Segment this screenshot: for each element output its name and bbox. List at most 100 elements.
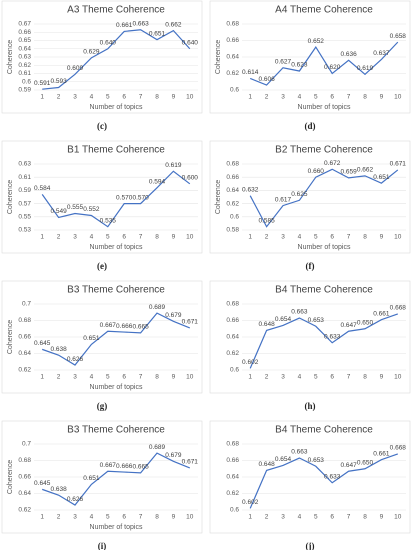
caption: (j) — [306, 541, 315, 550]
x-tick-label: 10 — [394, 94, 402, 101]
data-label: 0.645 — [34, 340, 51, 347]
data-label: 0.661 — [116, 22, 133, 29]
x-tick-label: 4 — [298, 514, 302, 521]
x-tick-label: 1 — [248, 514, 252, 521]
y-tick-label: 0.59 — [18, 87, 31, 94]
x-tick-label: 6 — [122, 374, 126, 381]
x-tick-label: 9 — [172, 514, 176, 521]
data-label: 0.651 — [149, 30, 166, 37]
x-tick-label: 7 — [139, 514, 143, 521]
x-tick-label: 1 — [40, 94, 44, 101]
data-label: 0.672 — [324, 160, 341, 167]
y-tick-label: 0.68 — [226, 161, 239, 168]
y-tick-label: 0.66 — [226, 174, 239, 181]
data-label: 0.665 — [132, 464, 149, 471]
x-tick-label: 6 — [330, 514, 334, 521]
data-label: 0.650 — [357, 459, 374, 466]
x-tick-label: 5 — [106, 94, 110, 101]
y-tick-label: 0.67 — [18, 21, 31, 28]
chart-title: B1 Theme Coherence — [67, 145, 165, 156]
y-tick-label: 0.63 — [18, 161, 31, 168]
x-tick-label: 5 — [106, 374, 110, 381]
data-label: 0.625 — [291, 191, 308, 198]
caption: (f) — [306, 261, 315, 271]
data-label: 0.662 — [165, 21, 182, 28]
x-tick-label: 2 — [265, 374, 269, 381]
x-tick-label: 7 — [347, 514, 351, 521]
data-label: 0.570 — [116, 194, 133, 201]
x-tick-label: 2 — [57, 234, 61, 241]
chart-title: B3 Theme Coherence — [67, 425, 165, 436]
x-tick-label: 1 — [40, 514, 44, 521]
x-tick-label: 10 — [394, 234, 402, 241]
caption: (e) — [97, 261, 107, 271]
x-tick-label: 6 — [122, 234, 126, 241]
x-tick-label: 2 — [57, 374, 61, 381]
y-axis-label: Coherence — [215, 180, 222, 214]
y-tick-label: 0.64 — [226, 187, 239, 194]
x-tick-label: 4 — [90, 234, 94, 241]
chart-frame — [209, 420, 411, 534]
y-tick-label: 0.66 — [226, 457, 239, 464]
data-label: 0.555 — [67, 204, 84, 211]
x-tick-label: 5 — [106, 234, 110, 241]
x-tick-label: 6 — [330, 234, 334, 241]
x-tick-label: 6 — [330, 374, 334, 381]
x-tick-label: 7 — [139, 374, 143, 381]
y-tick-label: 0.53 — [18, 227, 31, 234]
x-tick-label: 7 — [139, 94, 143, 101]
x-axis-label: Number of topics — [90, 244, 143, 251]
x-tick-label: 3 — [281, 514, 285, 521]
data-label: 0.570 — [132, 194, 149, 201]
y-tick-label: 0.66 — [18, 29, 31, 36]
data-label: 0.671 — [182, 319, 199, 326]
x-tick-label: 2 — [265, 514, 269, 521]
data-label: 0.648 — [258, 461, 275, 468]
x-axis-label: Number of topics — [90, 524, 143, 531]
x-tick-label: 1 — [248, 94, 252, 101]
y-tick-label: 0.66 — [18, 334, 31, 341]
data-line — [41, 170, 191, 228]
x-tick-label: 2 — [265, 94, 269, 101]
y-tick-label: 0.6 — [230, 87, 239, 94]
x-tick-label: 3 — [281, 234, 285, 241]
y-tick-label: 0.62 — [226, 350, 239, 357]
x-tick-label: 2 — [57, 94, 61, 101]
data-label: 0.654 — [275, 316, 292, 323]
x-tick-label: 8 — [155, 94, 159, 101]
x-tick-label: 8 — [155, 514, 159, 521]
chart-title: A3 Theme Coherence — [67, 5, 165, 16]
x-tick-label: 4 — [90, 94, 94, 101]
data-label: 0.638 — [50, 486, 67, 493]
data-label: 0.668 — [390, 305, 407, 312]
y-axis-label: Coherence — [7, 180, 14, 214]
y-tick-label: 0.58 — [226, 227, 239, 234]
data-line — [249, 453, 398, 509]
y-tick-label: 0.62 — [18, 507, 31, 514]
data-label: 0.648 — [258, 321, 275, 328]
y-tick-label: 0.55 — [18, 214, 31, 221]
x-tick-label: 5 — [106, 514, 110, 521]
x-tick-label: 3 — [73, 234, 77, 241]
data-label: 0.620 — [324, 64, 341, 71]
caption: (c) — [97, 121, 107, 131]
y-tick-label: 0.66 — [18, 474, 31, 481]
data-label: 0.606 — [258, 76, 275, 83]
chart-title: A4 Theme Coherence — [275, 5, 373, 16]
x-tick-label: 5 — [314, 234, 318, 241]
data-line — [249, 41, 399, 86]
data-label: 0.666 — [116, 463, 133, 470]
chart-frame — [1, 280, 203, 394]
data-label: 0.619 — [357, 65, 374, 72]
x-tick-label: 1 — [248, 234, 252, 241]
data-label: 0.636 — [340, 51, 357, 58]
data-label: 0.663 — [291, 309, 308, 316]
x-tick-label: 8 — [155, 374, 159, 381]
chart-title: B3 Theme Coherence — [67, 285, 165, 296]
y-tick-label: 0.59 — [18, 187, 31, 194]
data-label: 0.629 — [83, 49, 100, 56]
data-label: 0.619 — [165, 162, 182, 169]
data-label: 0.659 — [340, 169, 357, 176]
y-tick-label: 0.62 — [18, 62, 31, 69]
data-label: 0.638 — [50, 346, 67, 353]
